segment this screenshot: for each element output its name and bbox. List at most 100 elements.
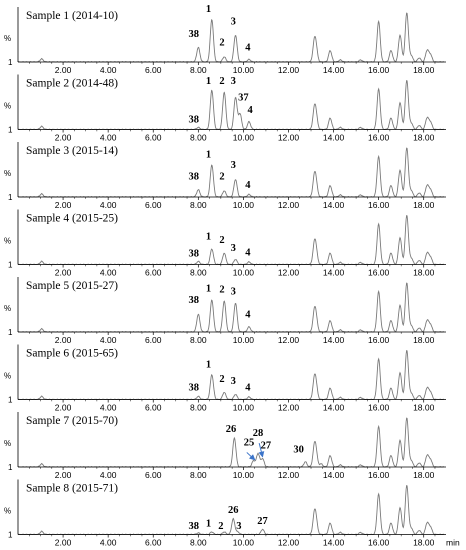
peak-label: 38 <box>189 295 200 306</box>
y-scale-label: 1 <box>8 193 13 202</box>
x-tick-label: 10.00 <box>233 538 255 548</box>
peak-label: 1 <box>206 4 211 15</box>
peak-label: 1 <box>206 359 211 370</box>
x-tick-label: 12.00 <box>278 268 300 278</box>
x-tick-label: 8.00 <box>190 65 207 75</box>
peak-label: 3 <box>231 243 236 254</box>
panel-4: 2.00 4.00 6.00 8.00 10.00 12.00 14.00 16.00 18.0… <box>4 209 446 278</box>
annotation-arrow <box>246 452 256 461</box>
peak-label: 1 <box>206 518 211 529</box>
x-tick-label: 4.00 <box>100 403 117 413</box>
peak-label: 2 <box>219 171 224 182</box>
peak-label: 4 <box>245 310 251 321</box>
x-tick-label: 2.00 <box>55 200 72 210</box>
x-tick-label: 4.00 <box>100 200 117 210</box>
y-scale-label: 1 <box>8 531 13 540</box>
peak-label: 4 <box>245 382 251 393</box>
peak-label: 28 <box>253 428 264 439</box>
peak-label: 26 <box>228 505 239 516</box>
x-tick-label: 18.00 <box>413 65 435 75</box>
x-tick-label: 6.00 <box>145 133 162 143</box>
x-tick-label: 18.00 <box>413 200 435 210</box>
x-tick-label: 12.00 <box>278 538 300 548</box>
y-scale-label: 1 <box>8 261 13 270</box>
peak-label: 38 <box>189 29 200 40</box>
panel-title: Sample 7 (2015-70) <box>26 415 118 427</box>
panel-8: 2.00 4.00 6.00 8.00 10.00 12.00 14.00 16.00 18.0… <box>4 479 460 548</box>
peak-label: 38 <box>189 382 200 393</box>
x-tick-label: 14.00 <box>323 335 345 345</box>
x-tick-label: 16.00 <box>368 65 390 75</box>
x-tick-label: 8.00 <box>190 403 207 413</box>
panel-title: Sample 2 (2014-48) <box>26 78 118 90</box>
peak-label: 2 <box>219 76 224 87</box>
x-tick-label: 10.00 <box>233 268 255 278</box>
panel-5: 2.00 4.00 6.00 8.00 10.00 12.00 14.00 16.00 18.0… <box>4 277 446 345</box>
y-axis-label: % <box>4 439 11 448</box>
peak-label: 2 <box>219 37 224 48</box>
peak-label: 38 <box>189 521 200 532</box>
peak-label: 27 <box>261 440 272 451</box>
y-axis-label: % <box>4 169 11 178</box>
x-tick-label: 8.00 <box>190 538 207 548</box>
x-tick-label: 16.00 <box>368 403 390 413</box>
peak-label: 4 <box>248 105 254 116</box>
x-tick-label: 8.00 <box>190 470 207 480</box>
x-tick-label: 2.00 <box>55 133 72 143</box>
y-scale-label: 1 <box>8 396 13 405</box>
peak-label: 3 <box>236 521 241 532</box>
x-tick-label: 6.00 <box>145 65 162 75</box>
x-tick-label: 10.00 <box>233 65 255 75</box>
x-tick-label: 14.00 <box>323 268 345 278</box>
x-tick-label: 8.00 <box>190 268 207 278</box>
peak-label: 37 <box>238 93 249 104</box>
x-tick-label: 16.00 <box>368 470 390 480</box>
peak-label: 4 <box>245 247 251 258</box>
panel-title: Sample 4 (2015-25) <box>26 213 118 225</box>
x-tick-label: 10.00 <box>233 403 255 413</box>
y-scale-label: 1 <box>8 463 13 472</box>
x-tick-label: 2.00 <box>55 268 72 278</box>
x-tick-label: 16.00 <box>368 335 390 345</box>
x-tick-label: 10.00 <box>233 470 255 480</box>
x-tick-label: 2.00 <box>55 538 72 548</box>
x-tick-label: 12.00 <box>278 65 300 75</box>
peak-label: 3 <box>231 17 236 28</box>
x-tick-label: 4.00 <box>100 538 117 548</box>
x-tick-label: 16.00 <box>368 200 390 210</box>
panel-title: Sample 6 (2015-65) <box>26 348 118 360</box>
panel-title: Sample 8 (2015-71) <box>26 483 118 495</box>
x-tick-label: 12.00 <box>278 133 300 143</box>
x-tick-label: 12.00 <box>278 200 300 210</box>
y-axis-label: % <box>4 34 11 43</box>
x-tick-label: 14.00 <box>323 538 345 548</box>
x-tick-label: 6.00 <box>145 403 162 413</box>
x-tick-label: 10.00 <box>233 335 255 345</box>
peak-label: 4 <box>245 180 251 191</box>
peak-label: 4 <box>245 43 251 54</box>
x-tick-label: 14.00 <box>323 200 345 210</box>
x-tick-label: 6.00 <box>145 200 162 210</box>
x-tick-label: 14.00 <box>323 65 345 75</box>
x-tick-label: 14.00 <box>323 133 345 143</box>
x-tick-label: 14.00 <box>323 403 345 413</box>
peak-label: 2 <box>219 374 224 385</box>
panel-6: 2.00 4.00 6.00 8.00 10.00 12.00 14.00 16.00 18.0… <box>4 344 446 413</box>
y-axis-label: % <box>4 372 11 381</box>
panel-title: Sample 1 (2014-10) <box>26 10 118 22</box>
peak-label: 1 <box>206 150 211 161</box>
y-scale-label: 1 <box>8 328 13 337</box>
x-tick-label: 10.00 <box>233 200 255 210</box>
peak-label: 38 <box>189 171 200 182</box>
x-tick-label: 2.00 <box>55 403 72 413</box>
x-tick-label: 14.00 <box>323 470 345 480</box>
y-axis-label: % <box>4 304 11 313</box>
x-tick-label: 16.00 <box>368 268 390 278</box>
peak-label: 2 <box>219 285 224 296</box>
y-axis-label: % <box>4 237 11 246</box>
peak-label: 1 <box>206 284 211 295</box>
peak-label: 3 <box>231 287 236 298</box>
y-axis-label: % <box>4 102 11 111</box>
x-tick-label: 16.00 <box>368 538 390 548</box>
x-tick-label: 12.00 <box>278 470 300 480</box>
